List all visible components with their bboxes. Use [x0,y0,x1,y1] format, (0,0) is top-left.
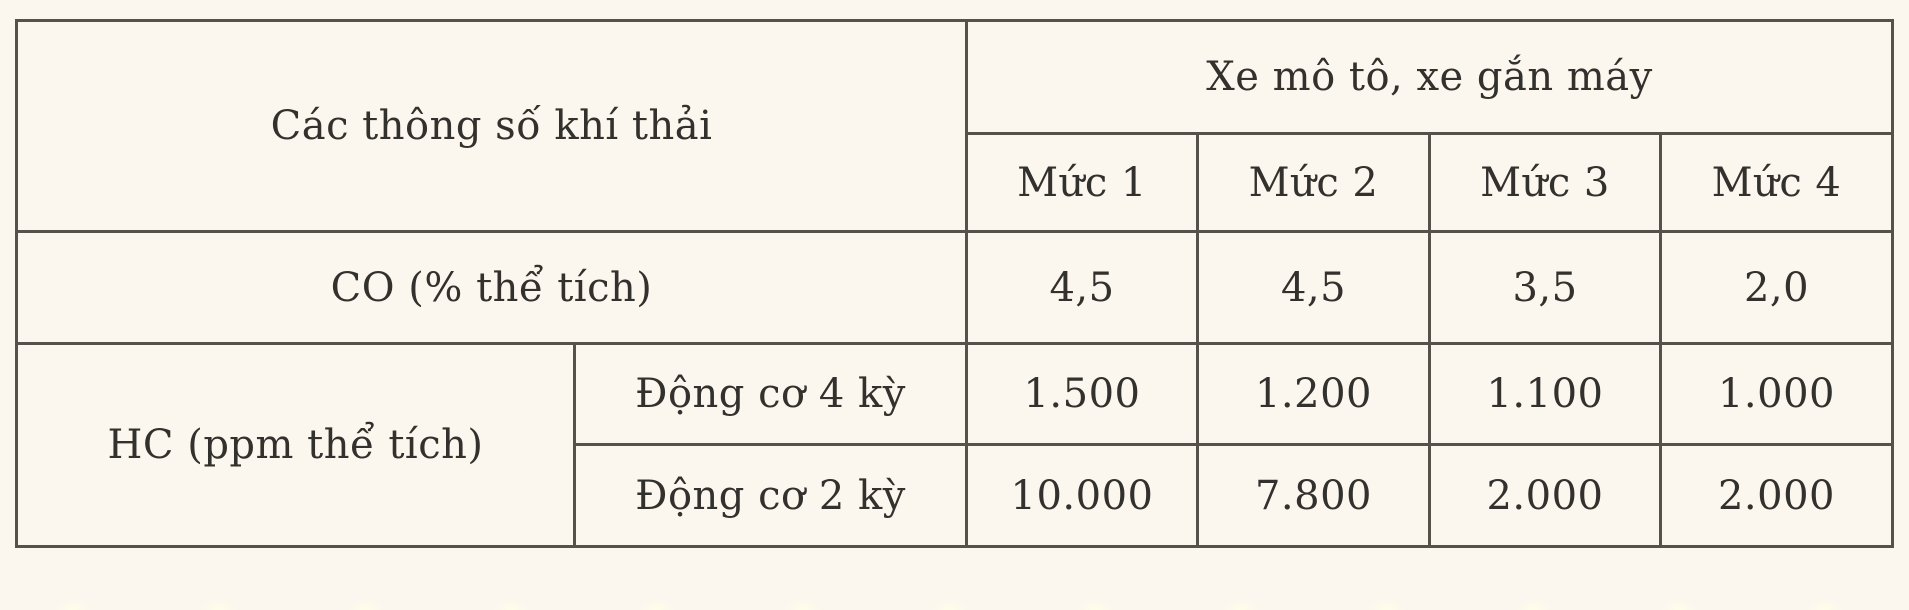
hc4-level3-value: 1.100 [1428,342,1662,446]
hc2-level4-value: 2.000 [1659,443,1894,548]
level-2-header-cell: Mức 2 [1196,132,1431,233]
co-level3-value: 3,5 [1428,230,1662,345]
co-level2-value: 4,5 [1196,230,1431,345]
hc-param-cell: HC (ppm thể tích) [15,342,576,548]
emissions-table: Các thông số khí thải Xe mô tô, xe gắn m… [15,19,1894,548]
engine-4stroke-cell: Động cơ 4 kỳ [573,342,968,446]
level-4-header-cell: Mức 4 [1659,132,1894,233]
co-level4-value: 2,0 [1659,230,1894,345]
hc2-level2-value: 7.800 [1196,443,1431,548]
co-param-cell: CO (% thể tích) [15,230,968,345]
hc4-level2-value: 1.200 [1196,342,1431,446]
co-level1-value: 4,5 [965,230,1199,345]
engine-2stroke-cell: Động cơ 2 kỳ [573,443,968,548]
param-header-cell: Các thông số khí thải [15,19,968,233]
level-1-header-cell: Mức 1 [965,132,1199,233]
hc2-level1-value: 10.000 [965,443,1199,548]
level-3-header-cell: Mức 3 [1428,132,1662,233]
hc4-level1-value: 1.500 [965,342,1199,446]
vehicle-group-header-cell: Xe mô tô, xe gắn máy [965,19,1894,135]
hc2-level3-value: 2.000 [1428,443,1662,548]
hc4-level4-value: 1.000 [1659,342,1894,446]
